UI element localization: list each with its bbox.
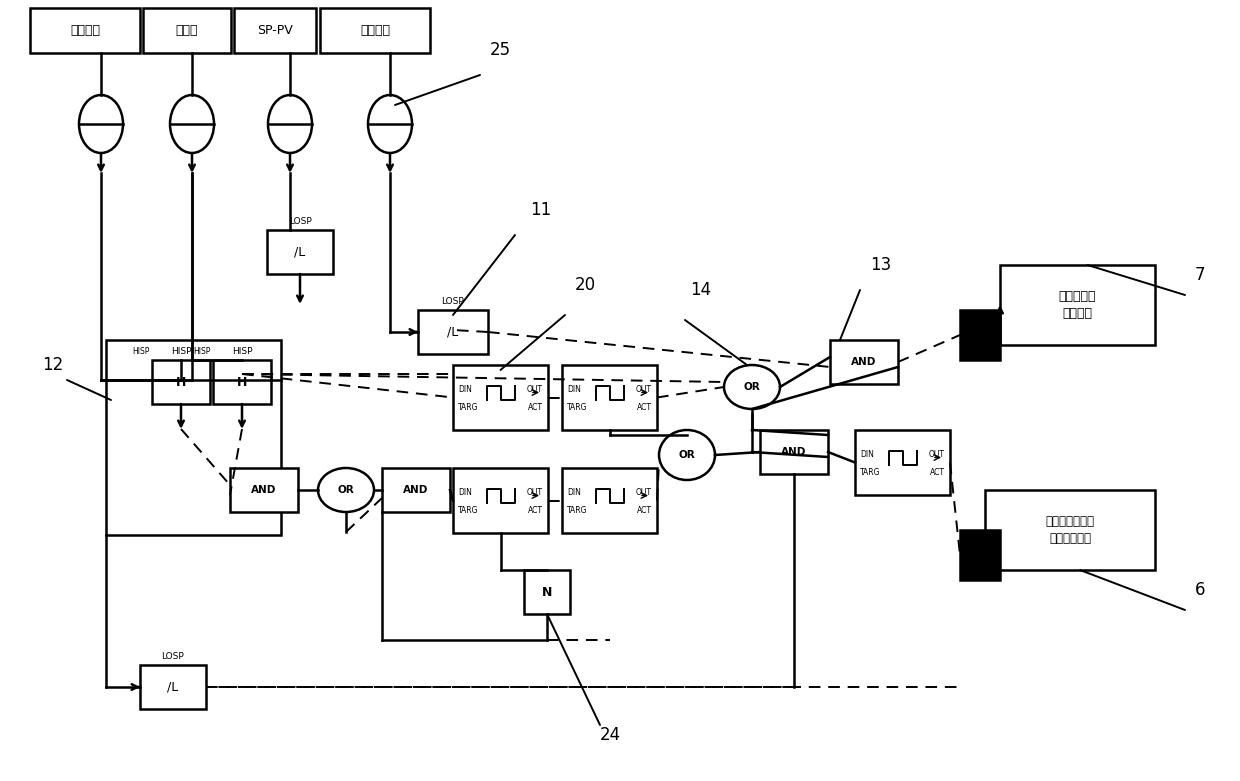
Text: ACT: ACT bbox=[528, 403, 543, 412]
Bar bbox=[760, 430, 828, 474]
Text: OUT: OUT bbox=[929, 450, 945, 459]
Text: HISP: HISP bbox=[232, 347, 252, 356]
Text: TARG: TARG bbox=[458, 506, 479, 515]
Bar bbox=[525, 570, 570, 614]
Bar bbox=[960, 310, 999, 360]
Bar bbox=[105, 340, 281, 535]
Bar bbox=[960, 530, 999, 580]
Bar bbox=[562, 468, 657, 533]
Bar bbox=[153, 360, 210, 404]
Ellipse shape bbox=[658, 430, 715, 480]
Ellipse shape bbox=[170, 95, 215, 153]
Text: ACT: ACT bbox=[528, 506, 543, 515]
Text: LOSP: LOSP bbox=[161, 652, 185, 661]
Text: OUT: OUT bbox=[636, 385, 652, 394]
Ellipse shape bbox=[79, 95, 123, 153]
Text: H: H bbox=[237, 376, 247, 388]
Text: N: N bbox=[542, 586, 552, 598]
Text: AND: AND bbox=[852, 357, 877, 367]
Text: TARG: TARG bbox=[567, 403, 588, 412]
Text: /L: /L bbox=[448, 326, 459, 338]
Bar bbox=[320, 8, 430, 53]
Text: /L: /L bbox=[167, 680, 179, 694]
Text: ACT: ACT bbox=[637, 403, 652, 412]
Text: 13: 13 bbox=[870, 256, 892, 274]
Text: DIN: DIN bbox=[567, 488, 580, 497]
Text: 20: 20 bbox=[575, 276, 596, 294]
Text: /L: /L bbox=[294, 245, 305, 259]
Text: HISP: HISP bbox=[193, 347, 211, 356]
Text: 7: 7 bbox=[1195, 266, 1205, 284]
Text: HISP: HISP bbox=[133, 347, 150, 356]
Bar bbox=[30, 8, 140, 53]
Text: HISP: HISP bbox=[171, 347, 191, 356]
Bar bbox=[999, 265, 1154, 345]
Bar bbox=[830, 340, 898, 384]
Text: OUT: OUT bbox=[527, 488, 543, 497]
Text: 24: 24 bbox=[600, 726, 621, 744]
Bar bbox=[985, 490, 1154, 570]
Bar bbox=[856, 430, 950, 495]
Text: 阀门指令: 阀门指令 bbox=[69, 24, 100, 37]
Text: 25: 25 bbox=[490, 41, 511, 59]
Text: TARG: TARG bbox=[567, 506, 588, 515]
Text: TARG: TARG bbox=[861, 468, 880, 477]
Text: H: H bbox=[176, 376, 186, 388]
Text: OUT: OUT bbox=[636, 488, 652, 497]
Text: OR: OR bbox=[337, 485, 355, 495]
Text: DIN: DIN bbox=[567, 385, 580, 394]
Bar bbox=[143, 8, 231, 53]
Text: ACT: ACT bbox=[930, 468, 945, 477]
Text: 变化率: 变化率 bbox=[176, 24, 198, 37]
Text: AND: AND bbox=[252, 485, 277, 495]
Text: DIN: DIN bbox=[861, 450, 874, 459]
Text: SP-PV: SP-PV bbox=[257, 24, 293, 37]
Ellipse shape bbox=[368, 95, 412, 153]
Text: 12: 12 bbox=[42, 356, 63, 374]
Text: 防高温动作保持
逻辑动作接口: 防高温动作保持 逻辑动作接口 bbox=[1045, 515, 1095, 545]
Bar bbox=[418, 310, 489, 354]
Text: DIN: DIN bbox=[458, 385, 472, 394]
Text: OR: OR bbox=[744, 382, 760, 392]
Text: 14: 14 bbox=[689, 281, 711, 299]
Bar bbox=[562, 365, 657, 430]
Text: LOSP: LOSP bbox=[441, 297, 464, 306]
Bar bbox=[229, 468, 298, 512]
Text: OUT: OUT bbox=[527, 385, 543, 394]
Text: DIN: DIN bbox=[458, 488, 472, 497]
Text: ACT: ACT bbox=[637, 506, 652, 515]
Text: 11: 11 bbox=[529, 201, 552, 219]
Bar bbox=[453, 365, 548, 430]
Text: 防高温动作
逻辑接口: 防高温动作 逻辑接口 bbox=[1059, 290, 1096, 320]
Text: 阀门指令: 阀门指令 bbox=[360, 24, 391, 37]
Bar bbox=[213, 360, 272, 404]
Text: TARG: TARG bbox=[458, 403, 479, 412]
Text: AND: AND bbox=[403, 485, 429, 495]
Ellipse shape bbox=[268, 95, 312, 153]
Ellipse shape bbox=[724, 365, 780, 409]
Text: AND: AND bbox=[781, 447, 807, 457]
Bar bbox=[234, 8, 316, 53]
Ellipse shape bbox=[317, 468, 374, 512]
Bar bbox=[453, 468, 548, 533]
Bar bbox=[140, 665, 206, 709]
Text: 6: 6 bbox=[1195, 581, 1205, 599]
Bar bbox=[382, 468, 450, 512]
Text: OR: OR bbox=[678, 450, 696, 460]
Text: LOSP: LOSP bbox=[289, 217, 311, 226]
Bar bbox=[267, 230, 334, 274]
